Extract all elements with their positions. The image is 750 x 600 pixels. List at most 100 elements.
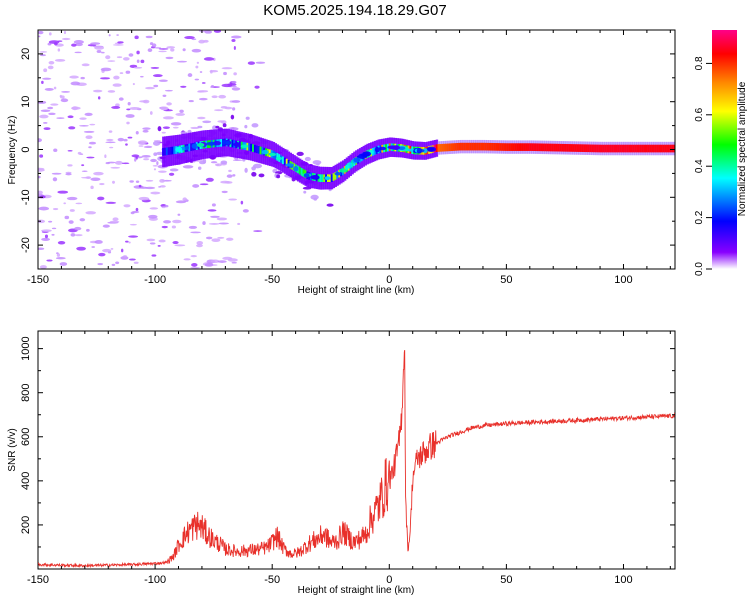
ridge-core [604,144,607,153]
noise-blob [210,215,220,218]
ridge-core [519,143,523,151]
noise-blob [86,156,95,159]
ridge-core [669,144,673,153]
noise-blob [153,84,159,88]
noise-blob [205,236,213,240]
noise-blob [47,106,54,110]
noise-blob [108,34,111,37]
noise-blob [159,185,166,188]
ridge-clump [285,163,295,167]
noise-blob [158,170,167,173]
ridge-core [493,143,497,151]
ridge-clump [191,143,199,149]
noise-blob [161,225,168,229]
noise-blob [44,234,49,239]
y-tick-label: 1000 [20,336,32,360]
noise-blob [149,207,159,210]
noise-blob [84,112,93,116]
noise-blob [164,89,173,92]
x-tick-label: 50 [500,574,512,586]
noise-blob [39,114,49,119]
noise-blob [213,30,222,33]
noise-blob [71,43,77,47]
colorbar: 0.0 0.2 0.4 0.6 0.8 Normalized spectral ampl… [694,30,748,276]
noise-blob [102,248,112,253]
ridge-core [385,144,388,152]
noise-blob [145,35,153,39]
noise-blob [97,196,105,201]
noise-blob [90,177,101,182]
noise-blob [51,227,57,230]
noise-blob [157,244,161,247]
snr-panel: -150 -100 -50 0 50 100 200 400 600 800 1000 Height… [7,330,676,596]
noise-blob [98,252,106,257]
noise-blob [94,240,103,244]
noise-blob [164,204,169,208]
noise-blob [61,91,71,93]
noise-blob [204,30,213,34]
noise-blob [116,56,123,59]
noise-blob [83,130,95,133]
noise-blob [172,219,182,224]
noise-blob [38,175,41,179]
spectrogram-y-label: Frequency (Hz) [7,116,18,185]
noise-blob [96,50,102,54]
noise-blob [39,51,48,53]
noise-blob [244,124,248,129]
noise-blob [158,186,162,188]
noise-blob [218,94,227,99]
ridge-core [596,144,600,153]
ridge-core [300,167,304,176]
noise-blob [64,215,70,220]
noise-blob [104,154,107,159]
noise-blob [232,107,236,111]
noise-blob [310,194,319,200]
ridge-core [445,143,448,152]
noise-blob [232,174,236,177]
ridge-clump [221,140,228,145]
ridge-core [563,143,566,152]
noise-blob [180,131,188,135]
x-tick-label: -50 [264,574,280,586]
noise-blob [175,112,186,116]
ridge-core [568,144,572,152]
noise-blob [86,228,90,232]
ridge-core [664,144,667,153]
ridge-core [654,144,658,153]
ridge-core [617,144,620,153]
noise-blob [94,46,105,50]
noise-blob [217,260,227,263]
y-tick-label: 400 [20,472,32,490]
ridge-core [285,158,289,167]
noise-blob [110,247,114,250]
noise-blob [88,146,92,149]
noise-blob [117,137,125,142]
noise-blob [149,242,156,245]
noise-blob [242,209,249,213]
noise-blob [149,111,153,115]
ridge-core [523,143,527,151]
ridge-core [581,144,585,152]
noise-blob [90,185,94,190]
ridge-core [534,143,538,152]
noise-blob [158,79,168,82]
noise-blob [171,225,177,229]
noise-blob [106,138,114,142]
noise-blob [116,34,120,36]
noise-blob [59,262,68,266]
ridge-clump [196,142,205,148]
ridge-core [482,142,485,151]
noise-blob [114,160,123,165]
noise-blob [156,161,159,166]
ridge-core [489,142,493,151]
ridge-core [583,144,587,153]
noise-blob [180,85,187,88]
ridge-core [463,142,467,151]
ridge-clump [416,147,422,154]
noise-blob [251,166,256,171]
ridge-core [521,143,525,151]
ridge-core [497,143,500,151]
ridge-core [446,143,450,152]
ridge-core [656,144,660,153]
colorbar-ticks: 0.0 0.2 0.4 0.6 0.8 [694,56,712,276]
